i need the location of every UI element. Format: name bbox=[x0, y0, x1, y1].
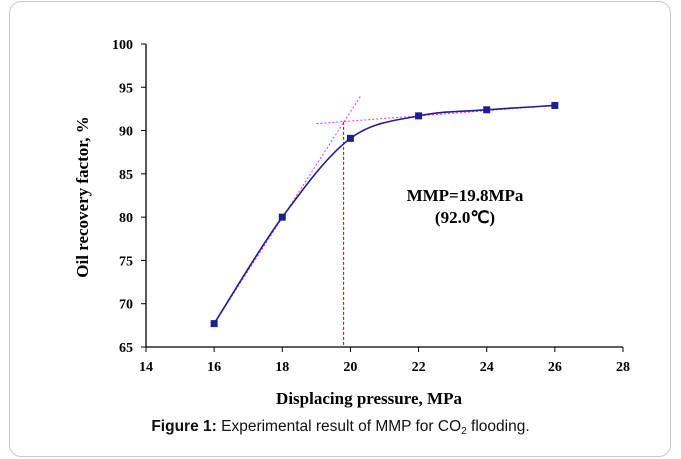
x-tick-label: 22 bbox=[412, 360, 426, 375]
x-tick-label: 18 bbox=[275, 360, 289, 375]
caption-label: Figure 1: bbox=[151, 418, 217, 435]
data-point-marker bbox=[415, 112, 423, 120]
y-tick-label: 100 bbox=[112, 38, 133, 53]
y-tick-label: 75 bbox=[119, 254, 133, 269]
chart-svg: 65 70 75 80 85 90 95 100 14 16 18 20 22 24 26 28 Displa… bbox=[73, 38, 630, 408]
series-curve bbox=[213, 104, 555, 325]
data-point-marker bbox=[551, 101, 559, 109]
y-tick-label: 65 bbox=[119, 341, 133, 356]
y-axis-label: Oil recovery factor, % bbox=[73, 116, 92, 277]
data-point-marker bbox=[278, 213, 286, 221]
figure-caption: Figure 1: Experimental result of MMP for… bbox=[0, 418, 681, 437]
x-axis-label: Displacing pressure, MPa bbox=[276, 389, 462, 408]
caption-text-end: flooding. bbox=[471, 418, 530, 435]
caption-subscript: 2 bbox=[461, 426, 467, 437]
x-tick-label: 20 bbox=[343, 360, 357, 375]
y-tick-label: 85 bbox=[119, 168, 133, 183]
x-tick-label: 28 bbox=[616, 360, 630, 375]
y-tick-label: 70 bbox=[119, 298, 133, 313]
x-tick-label: 26 bbox=[548, 360, 562, 375]
x-tick-label: 16 bbox=[207, 360, 221, 375]
x-tick-label: 14 bbox=[139, 360, 153, 375]
figure-frame bbox=[9, 1, 671, 457]
data-point-marker bbox=[483, 106, 491, 114]
y-tick-label: 90 bbox=[119, 125, 133, 140]
annotation-mmp: MMP=19.8MPa bbox=[407, 186, 524, 205]
y-tick-label: 80 bbox=[119, 211, 133, 226]
x-tick-label: 24 bbox=[480, 360, 494, 375]
trend-line-steep bbox=[213, 95, 362, 324]
plot-area: 65 70 75 80 85 90 95 100 14 16 18 20 22 24 26 28 bbox=[112, 38, 630, 375]
annotation-temperature: (92.0℃) bbox=[435, 208, 495, 227]
y-tick-label: 95 bbox=[119, 81, 133, 96]
data-point-marker bbox=[210, 320, 218, 328]
data-point-marker bbox=[346, 134, 354, 142]
caption-text: Experimental result of MMP for CO bbox=[221, 418, 462, 435]
